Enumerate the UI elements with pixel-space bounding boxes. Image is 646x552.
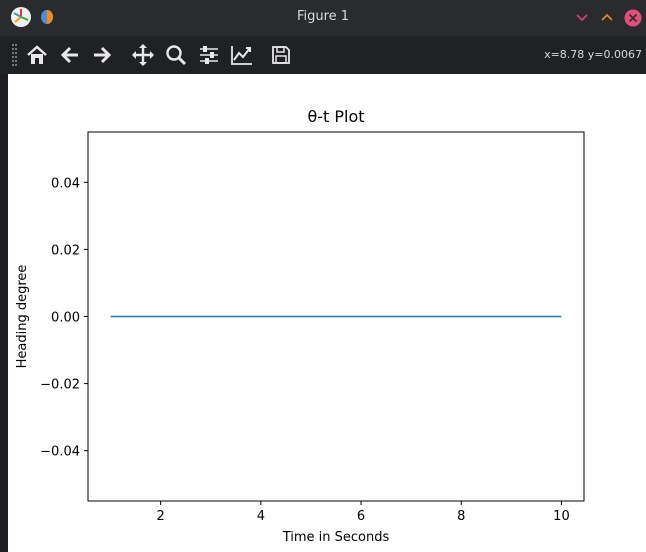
y-tick-label: 0.02: [51, 243, 80, 258]
home-icon: [27, 45, 47, 64]
zoom-button[interactable]: [163, 42, 189, 68]
x-tick-label: 8: [457, 509, 465, 524]
forward-icon: [94, 46, 112, 64]
save-button[interactable]: [268, 42, 294, 68]
window-titlebar: Figure 1: [0, 0, 646, 36]
pan-icon: [132, 44, 154, 66]
y-tick-label: 0.00: [51, 311, 80, 326]
figure-canvas[interactable]: θ-t Plot 2 4 6 8 10 0.04 0.02 0.00 −0.02 −0.04 Ti…: [8, 74, 646, 552]
x-tick-label: 2: [157, 509, 165, 524]
subplots-icon: [200, 46, 218, 64]
edit-axes-button[interactable]: [229, 42, 255, 68]
x-tick-label: 6: [357, 509, 365, 524]
cursor-coordinates: x=8.78 y=0.0067: [544, 48, 642, 61]
zoom-icon: [166, 45, 187, 66]
minimize-button[interactable]: [574, 7, 590, 29]
toolbar-grip-icon[interactable]: [12, 44, 18, 66]
maximize-button[interactable]: [599, 7, 615, 29]
back-icon: [60, 46, 78, 64]
plot-svg[interactable]: θ-t Plot 2 4 6 8 10 0.04 0.02 0.00 −0.02 −0.04 Ti…: [8, 74, 646, 552]
home-button[interactable]: [24, 42, 50, 68]
window-left-border: [0, 74, 8, 552]
back-button[interactable]: [57, 42, 83, 68]
y-tick-label: −0.04: [40, 445, 80, 460]
close-button[interactable]: [624, 7, 644, 29]
x-tick-label: 4: [257, 509, 265, 524]
chart-title: θ-t Plot: [307, 107, 364, 126]
save-icon: [272, 46, 290, 64]
x-tick-label: 10: [553, 509, 570, 524]
y-tick-label: −0.02: [40, 378, 80, 393]
y-tick-label: 0.04: [51, 176, 80, 191]
ticks-group: 2 4 6 8 10 0.04 0.02 0.00 −0.02 −0.04: [40, 176, 570, 524]
axes-icon: [231, 46, 252, 65]
y-axis-label: Heading degree: [15, 265, 30, 369]
forward-button[interactable]: [89, 42, 115, 68]
subplots-button[interactable]: [196, 42, 222, 68]
x-axis-label: Time in Seconds: [282, 530, 390, 545]
pan-button[interactable]: [130, 42, 156, 68]
firefox-icon: [41, 10, 53, 24]
window-title: Figure 1: [296, 9, 350, 24]
app-logo-icon: [11, 7, 31, 27]
